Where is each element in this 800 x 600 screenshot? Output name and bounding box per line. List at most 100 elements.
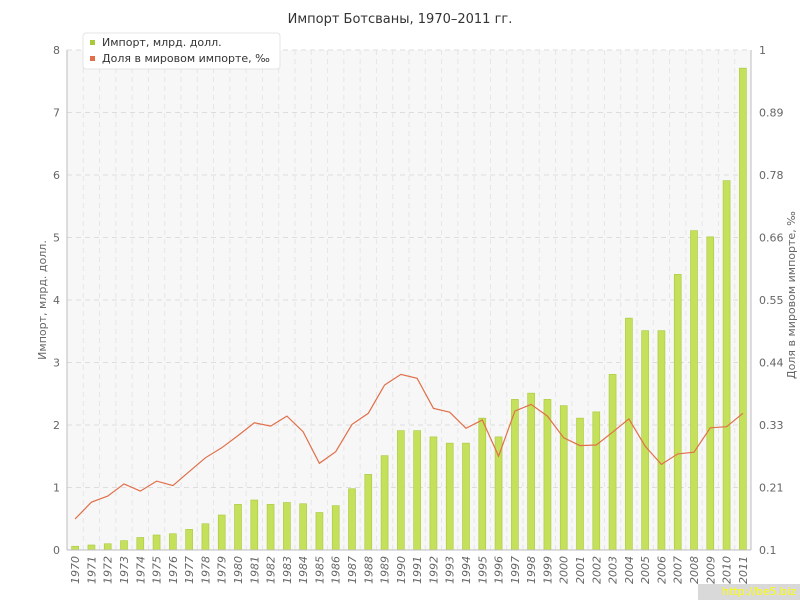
legend-label-share: Доля в мировом импорте, ‰	[102, 52, 270, 65]
bar	[559, 405, 568, 551]
bar	[136, 537, 145, 551]
x-tick-label: 1999	[541, 556, 554, 584]
x-tick-label: 1990	[395, 556, 408, 584]
y-tick-left: 3	[53, 357, 60, 370]
bar	[217, 514, 226, 551]
x-tick-label: 1997	[509, 556, 522, 584]
bar	[592, 411, 601, 551]
x-tick-label: 1971	[85, 556, 98, 584]
x-tick-label: 2008	[688, 556, 701, 584]
y-tick-right: 0.33	[759, 419, 784, 432]
bar	[722, 180, 731, 551]
x-tick-label: 1970	[69, 556, 82, 584]
bar	[511, 399, 519, 551]
bar	[380, 455, 389, 551]
x-tick-label: 1978	[199, 556, 212, 584]
y-tick-right: 0.78	[759, 169, 784, 182]
x-tick-label: 1977	[183, 556, 196, 584]
x-tick-label: 1973	[118, 556, 131, 584]
y-tick-left: 7	[53, 107, 60, 120]
bar	[690, 230, 698, 551]
bar	[527, 392, 535, 551]
y-tick-right: 0.21	[759, 482, 784, 495]
bar	[657, 330, 666, 551]
x-tick-label: 1991	[411, 556, 424, 584]
bar	[266, 504, 275, 551]
y-tick-right: 0.55	[759, 294, 784, 307]
y-tick-left: 5	[53, 232, 60, 245]
x-tick-label: 1976	[167, 556, 180, 584]
bar	[543, 399, 552, 551]
x-tick-label: 2010	[721, 556, 734, 584]
x-tick-label: 1986	[330, 556, 343, 584]
y-tick-right: 0.66	[759, 232, 784, 245]
bar	[478, 417, 487, 551]
x-tick-label: 1988	[362, 556, 375, 584]
x-tick-label: 1975	[151, 556, 164, 584]
bar	[706, 236, 715, 551]
x-tick-label: 2006	[655, 556, 668, 584]
y-tick-left: 8	[53, 44, 60, 57]
bar	[185, 529, 193, 551]
x-tick-label: 1993	[444, 556, 457, 584]
bar	[103, 543, 112, 551]
y-tick-right: 0.1	[759, 544, 777, 557]
bar	[445, 442, 454, 551]
bar	[739, 67, 747, 551]
bar-series	[71, 67, 747, 551]
bar	[397, 430, 405, 551]
bar	[462, 442, 470, 551]
share-line	[74, 373, 744, 520]
x-tick-label: 1974	[134, 556, 147, 584]
bar	[152, 534, 161, 551]
x-tick-label: 2000	[558, 556, 571, 584]
x-tick-label: 1979	[216, 556, 229, 584]
bar	[201, 523, 210, 551]
y-axis-label-right: Доля в мировом импорте, ‰	[785, 211, 798, 379]
bar	[283, 502, 291, 551]
x-tick-label: 2007	[672, 556, 685, 584]
bar	[364, 474, 373, 551]
bar	[576, 417, 584, 551]
y-ticks-right: 0.1 0.21 0.33 0.44 0.55 0.66 0.78 0.89 1	[759, 44, 784, 557]
x-tick-label: 1983	[281, 556, 294, 584]
bar	[331, 505, 340, 551]
bar	[169, 533, 177, 551]
bar	[348, 488, 356, 551]
legend-box	[82, 32, 281, 70]
y-tick-left: 4	[53, 294, 60, 307]
bar	[413, 430, 421, 551]
x-ticks: 1970 1971 1972 1973 1974 1975 1976 1977 1978 1979…	[69, 556, 750, 584]
x-tick-label: 1994	[460, 556, 473, 584]
legend-swatch-share	[90, 56, 95, 61]
x-tick-label: 2004	[623, 556, 636, 584]
y-tick-right: 1	[759, 44, 766, 57]
grid	[67, 49, 751, 550]
x-tick-label: 1995	[476, 556, 489, 584]
x-tick-label: 1982	[265, 556, 278, 584]
bar	[71, 545, 79, 551]
x-tick-label: 1980	[232, 556, 245, 584]
x-tick-label: 2002	[590, 556, 603, 584]
bar	[625, 317, 633, 551]
legend: Импорт, млрд. долл. Доля в мировом импор…	[82, 32, 281, 70]
y-tick-left: 0	[53, 544, 60, 557]
bar	[315, 512, 324, 551]
bar	[608, 374, 617, 551]
bar	[250, 499, 259, 551]
x-tick-label: 2001	[574, 556, 587, 584]
x-tick-label: 1996	[493, 556, 506, 584]
x-tick-label: 2011	[737, 556, 750, 584]
x-tick-label: 1972	[102, 556, 115, 584]
x-tick-label: 1989	[379, 556, 392, 584]
x-tick-label: 1981	[248, 556, 261, 584]
bar	[87, 544, 96, 551]
watermark: http://be5.biz	[698, 584, 800, 600]
legend-swatch-imports	[90, 40, 95, 45]
x-tick-label: 1985	[313, 556, 326, 584]
bar	[641, 330, 649, 551]
legend-label-imports: Импорт, млрд. долл.	[102, 36, 222, 49]
chart-title: Импорт Ботсваны, 1970–2011 гг.	[288, 12, 513, 27]
bar	[120, 540, 128, 551]
